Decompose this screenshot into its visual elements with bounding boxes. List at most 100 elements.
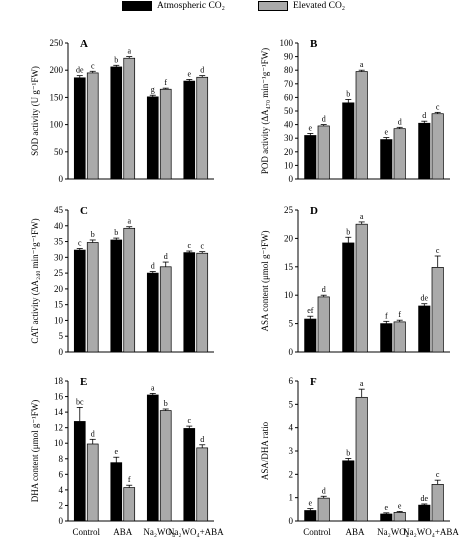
legend-item-atmospheric: Atmospheric CO₂: [122, 1, 225, 11]
panel-b-sig-letter-1-2: d: [398, 117, 402, 126]
legend-item-elevated: Elevated CO₂: [258, 1, 345, 11]
panel-d-sig-letter-1-3: c: [436, 246, 440, 255]
panel-a-bar-elev-0: [86, 72, 99, 180]
panel-e-bar-elev-1: [123, 487, 136, 522]
panel-d-ylabel: ASA content (μmol g⁻¹FW): [260, 230, 270, 331]
panel-e-bar-elev-2: [159, 410, 172, 522]
panel-e-sig-letter-0-1: e: [114, 447, 118, 456]
panel-d-ytick-label-2: 10: [284, 290, 294, 300]
panel-f-bar-elev-3: [431, 484, 444, 522]
panel-d-sig-letter-1-1: a: [360, 212, 364, 221]
panel-f-sig-letter-0-3: de: [421, 494, 429, 503]
panel-c-letter: C: [80, 205, 88, 217]
panel-c-sig-letter-1-0: b: [91, 230, 95, 239]
panel-b-ytick-label-7: 70: [284, 79, 294, 89]
panel-d-bar-elev-2: [393, 321, 406, 353]
panel-a-letter: A: [80, 38, 88, 50]
panel-b-sig-letter-1-1: a: [360, 60, 364, 69]
panel-d-sig-letter-1-0: d: [322, 285, 326, 294]
panel-d-ytick-label-1: 5: [289, 319, 294, 329]
panel-b-ytick-label-5: 50: [284, 106, 294, 116]
panel-d-sig-letter-0-0: ef: [307, 306, 314, 315]
panel-e-bar-elev-0: [86, 443, 99, 522]
panel-a-ytick-label-4: 200: [50, 65, 64, 75]
panel-f-sig-letter-0-2: e: [385, 503, 389, 512]
panel-e-bar-atm-2: [146, 394, 159, 522]
panel-f-xtick-label-0: Control: [303, 527, 331, 537]
panel-a-ytick-label-3: 150: [50, 92, 64, 102]
panel-b-ytick-label-2: 20: [284, 147, 294, 157]
panel-a-ylabel: SOD activity (U g⁻¹FW): [30, 66, 40, 156]
panel-f-xtick-label-1: ABA: [345, 527, 365, 537]
panel-e-xtick-label-0: Control: [72, 527, 100, 537]
panel-c-sig-letter-0-3: c: [187, 241, 191, 250]
panel-e-bar-atm-1: [110, 462, 123, 522]
panel-e-bar-atm-3: [183, 428, 196, 522]
panel-a-bar-atm-3: [183, 80, 196, 180]
panel-c-ytick-label-2: 10: [54, 315, 64, 325]
panel-a-ytick-label-2: 100: [50, 120, 64, 130]
panel-e-ytick-label-0: 0: [59, 516, 64, 526]
panel-f-ytick-label-2: 2: [289, 469, 294, 479]
panel-f-xtick-label-3: Na₂WO₄+ABA: [403, 527, 459, 537]
panel-a-ytick-label-0: 0: [59, 174, 64, 184]
panel-f-ytick-label-1: 1: [289, 493, 294, 503]
panel-a-sig-letter-0-3: e: [187, 69, 191, 78]
panel-b-ytick-label-10: 100: [280, 38, 294, 48]
panel-c-bar-elev-2: [159, 266, 172, 353]
panel-c-bar-atm-3: [183, 252, 196, 353]
panel-b-letter: B: [310, 38, 318, 50]
panel-b-bar-atm-3: [418, 122, 431, 180]
panel-c-bar-atm-2: [146, 272, 159, 353]
panel-f-bar-elev-2: [393, 512, 406, 522]
panel-c-sig-letter-0-1: b: [114, 228, 118, 237]
panel-c-ytick-label-1: 5: [59, 331, 64, 341]
panel-a-sig-letter-1-0: c: [91, 61, 95, 70]
panel-e-ytick-label-6: 12: [54, 423, 63, 433]
panel-f-ytick-label-0: 0: [289, 516, 294, 526]
panel-d-bar-elev-3: [431, 267, 444, 353]
panel-d-sig-letter-0-2: f: [385, 311, 388, 320]
panel-c-bar-elev-0: [86, 242, 99, 353]
panel-f-bar-elev-1: [355, 396, 368, 522]
panel-a-sig-letter-0-0: de: [76, 66, 84, 75]
panel-b-ytick-label-1: 10: [284, 160, 294, 170]
panel-e-xtick-label-3: Na₂WO₄+ABA: [168, 527, 224, 537]
panel-f-ylabel: ASA/DHA ratio: [260, 421, 270, 480]
panel-c-sig-letter-1-1: a: [127, 217, 131, 226]
panel-e-xtick-label-1: ABA: [113, 527, 133, 537]
panel-f-ytick-label-3: 3: [289, 446, 294, 456]
panel-e-sig-letter-0-0: bc: [76, 397, 84, 406]
panel-b-bar-atm-0: [304, 135, 317, 180]
panel-c-bar-atm-0: [73, 249, 86, 353]
panel-f-sig-letter-0-0: e: [309, 499, 313, 508]
panel-b-sig-letter-1-0: d: [322, 115, 326, 124]
panel-d-ytick-label-0: 0: [289, 347, 294, 357]
panel-e-ytick-label-2: 4: [59, 485, 64, 495]
panel-a-sig-letter-1-2: f: [164, 78, 167, 87]
panel-a-bar-atm-2: [146, 96, 159, 180]
panel-d-bar-atm-3: [418, 305, 431, 353]
panel-c-ytick-label-3: 15: [54, 300, 64, 310]
panel-c-ytick-label-7: 35: [54, 237, 64, 247]
panel-d-letter: D: [310, 205, 318, 217]
panel-f-sig-letter-1-0: d: [322, 486, 326, 495]
panel-f-xtick-label-2: Na₂WO₄: [377, 527, 409, 537]
panel-d-bar-atm-1: [342, 242, 355, 353]
panel-e-bar-atm-0: [73, 421, 86, 522]
panel-f-ytick-label-6: 6: [289, 376, 294, 386]
panel-b-ytick-label-4: 40: [284, 120, 294, 130]
panel-f-ytick-label-4: 4: [289, 423, 294, 433]
panel-b-bar-atm-2: [380, 139, 393, 180]
panel-b-sig-letter-1-3: c: [436, 102, 440, 111]
panel-d-sig-letter-1-2: f: [398, 310, 401, 319]
panel-f-bar-elev-0: [317, 497, 330, 522]
panel-b-sig-letter-0-2: e: [385, 128, 389, 137]
panel-a-bar-elev-1: [123, 57, 136, 180]
panel-d-ytick-label-4: 20: [284, 233, 294, 243]
panel-e-ytick-label-7: 14: [54, 407, 64, 417]
panel-d-ytick-label-5: 25: [284, 205, 294, 215]
panel-d-bar-atm-2: [380, 323, 393, 353]
panel-c-sig-letter-1-2: d: [164, 252, 168, 261]
panel-e-sig-letter-0-2: a: [151, 383, 155, 392]
